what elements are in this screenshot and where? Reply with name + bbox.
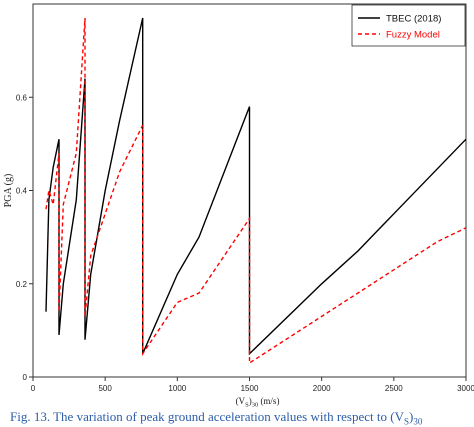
x-tick-label: 2500 [385, 384, 403, 393]
y-tick-label: 0.6 [16, 93, 28, 102]
x-tick-label: 1500 [241, 384, 259, 393]
legend-box [351, 4, 466, 47]
plot-area: 0 500 1000 1500 2000 2500 3000 0 0.2 0.4 0.6 PGA (g… [3, 3, 474, 409]
legend-label: TBEC (2018) [386, 14, 441, 25]
x-axis-label-part: (V [236, 396, 246, 406]
x-axis-label-part: ) [249, 396, 252, 406]
legend-label: Fuzzy Model [386, 30, 440, 41]
y-tick-label: 0 [23, 373, 28, 382]
caption-sub2: 30 [413, 416, 423, 427]
y-axis-label: PGA (g) [3, 174, 14, 208]
caption-sub: S [403, 416, 409, 427]
caption-close: ) [408, 409, 414, 424]
caption-text: Fig. 13. The variation of peak ground ac… [10, 409, 404, 424]
x-axis-label-subscript: S [245, 402, 249, 409]
series-line-tbec-2018 [45, 17, 467, 356]
y-tick-label: 0.2 [16, 280, 28, 289]
figure-caption: Fig. 13. The variation of peak ground ac… [10, 409, 470, 427]
x-tick-label: 1000 [168, 384, 186, 393]
x-tick-label: 2000 [313, 384, 331, 393]
x-tick-label: 3000 [457, 384, 474, 393]
x-axis-label: (VS)30 (m/s) [236, 396, 280, 409]
x-tick-label: 0 [31, 384, 36, 393]
series-line-fuzzy-model [45, 17, 467, 365]
x-tick-label: 500 [98, 384, 112, 393]
x-axis-label-part: (m/s) [258, 396, 279, 406]
y-tick-label: 0.4 [16, 187, 28, 196]
x-axis-label-subscript: 30 [252, 402, 259, 409]
